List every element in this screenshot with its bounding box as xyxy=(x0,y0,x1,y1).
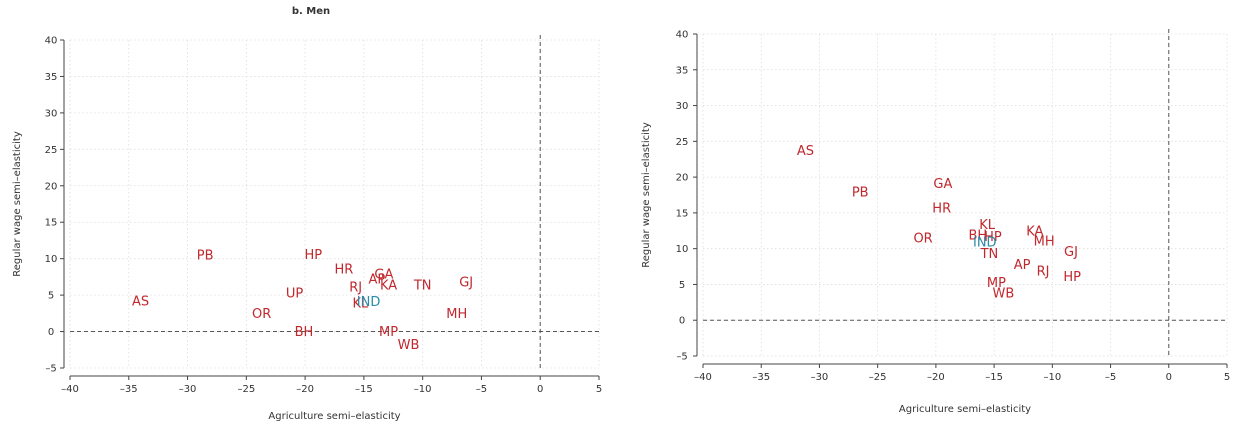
x-tick-label: –5 xyxy=(476,384,487,395)
y-axis-title: Regular wage semi–elasticity xyxy=(12,131,23,277)
data-point-mh: MH xyxy=(446,307,467,322)
data-point-rj: RJ xyxy=(349,281,362,296)
data-point-kl: KL xyxy=(352,297,369,312)
data-point-ga: GA xyxy=(933,177,952,192)
data-point-tn: TN xyxy=(413,278,432,293)
data-point-bh: BH xyxy=(968,229,987,244)
data-point-hp: HP xyxy=(1063,270,1081,285)
data-point-or: OR xyxy=(252,307,271,322)
x-tick-label: –20 xyxy=(927,372,945,383)
x-tick-label: –20 xyxy=(296,384,314,395)
data-point-hp: HP xyxy=(305,248,323,263)
x-axis-title: Agriculture semi–elasticity xyxy=(268,411,400,422)
x-tick-label: –35 xyxy=(120,384,138,395)
data-point-ka: KA xyxy=(380,278,397,293)
x-tick-label: –25 xyxy=(237,384,255,395)
y-tick-label: 35 xyxy=(676,65,689,76)
y-tick-label: 0 xyxy=(679,316,685,327)
x-tick-label: –30 xyxy=(179,384,197,395)
x-tick-label: 5 xyxy=(596,384,602,395)
x-tick-label: –25 xyxy=(869,372,887,383)
data-point-rj: RJ xyxy=(1037,264,1050,279)
x-tick-label: 0 xyxy=(537,384,543,395)
data-point-mp: MP xyxy=(379,325,398,340)
x-tick-label: 5 xyxy=(1224,372,1230,383)
y-tick-label: 20 xyxy=(676,173,689,184)
y-axis-title: Regular wage semi–elasticity xyxy=(641,122,652,268)
data-point-wb: WB xyxy=(993,287,1015,302)
data-point-hp: HP xyxy=(984,230,1002,245)
data-point-ap: AP xyxy=(368,273,385,288)
data-point-ga: GA xyxy=(374,267,393,282)
y-tick-label: 30 xyxy=(45,108,58,119)
data-point-ind: IND xyxy=(357,295,381,310)
y-tick-label: 40 xyxy=(676,30,689,41)
y-tick-label: 40 xyxy=(45,36,58,47)
data-point-ind: IND xyxy=(973,236,997,251)
data-point-bh: BH xyxy=(295,325,314,340)
data-point-hr: HR xyxy=(334,262,353,277)
data-point-gj: GJ xyxy=(1064,245,1078,260)
y-tick-label: 20 xyxy=(45,181,58,192)
data-point-gj: GJ xyxy=(459,275,473,290)
y-tick-label: 5 xyxy=(679,280,685,291)
y-tick-label: 5 xyxy=(48,291,54,302)
x-tick-label: 0 xyxy=(1166,372,1172,383)
x-tick-label: –40 xyxy=(61,384,79,395)
data-point-ap: AP xyxy=(1014,258,1031,273)
data-point-as: AS xyxy=(132,294,149,309)
y-tick-label: 30 xyxy=(676,101,689,112)
data-point-ka: KA xyxy=(1026,224,1043,239)
data-point-mh: MH xyxy=(1034,234,1055,249)
x-tick-label: –15 xyxy=(355,384,373,395)
x-tick-label: –35 xyxy=(752,372,770,383)
chart-title: b. Men xyxy=(292,6,330,17)
data-point-pb: PB xyxy=(852,186,869,201)
y-tick-label: –5 xyxy=(45,364,56,375)
data-point-mp: MP xyxy=(987,276,1006,291)
x-tick-label: –30 xyxy=(811,372,829,383)
y-tick-label: 25 xyxy=(676,137,689,148)
x-tick-label: –15 xyxy=(985,372,1003,383)
y-tick-label: –5 xyxy=(676,352,687,363)
panel-men: b. Men –40 –35 –30 –25 –20 –15 –10 –5 0 5 –5 0 5 10 15… xyxy=(12,6,602,422)
x-tick-label: –10 xyxy=(1043,372,1061,383)
y-tick-label: 10 xyxy=(676,244,689,255)
y-tick-label: 0 xyxy=(48,327,54,338)
y-tick-label: 15 xyxy=(45,218,58,229)
data-point-tn: TN xyxy=(980,247,999,262)
data-point-or: OR xyxy=(913,231,932,246)
y-tick-label: 25 xyxy=(45,145,58,156)
x-axis-title: Agriculture semi–elasticity xyxy=(899,404,1031,415)
y-tick-label: 35 xyxy=(45,72,58,83)
data-point-wb: WB xyxy=(398,338,420,353)
y-tick-label: 10 xyxy=(45,254,58,265)
data-point-up: UP xyxy=(286,286,304,301)
data-point-pb: PB xyxy=(197,249,214,264)
data-point-as: AS xyxy=(797,144,814,159)
data-point-hr: HR xyxy=(932,201,951,216)
x-tick-label: –5 xyxy=(1105,372,1116,383)
x-tick-label: –10 xyxy=(414,384,432,395)
x-tick-label: –40 xyxy=(694,372,712,383)
data-point-kl: KL xyxy=(979,218,996,233)
panel-right: –40 –35 –30 –25 –20 –15 –10 –5 0 5 –5 0 5 10 15 20 25 30 3… xyxy=(641,29,1230,415)
y-tick-label: 15 xyxy=(676,208,689,219)
